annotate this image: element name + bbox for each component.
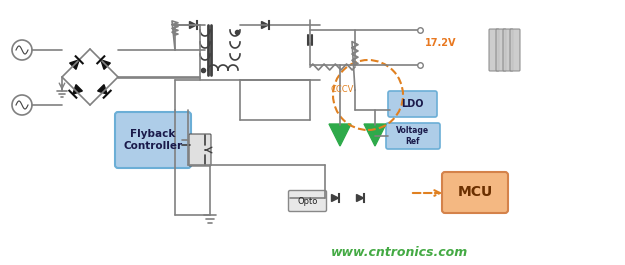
Polygon shape	[98, 85, 107, 94]
FancyBboxPatch shape	[510, 29, 520, 71]
Text: Flyback
Controller: Flyback Controller	[124, 129, 182, 151]
FancyBboxPatch shape	[388, 91, 437, 117]
FancyBboxPatch shape	[289, 191, 326, 211]
Polygon shape	[364, 124, 386, 146]
FancyBboxPatch shape	[189, 134, 211, 166]
Polygon shape	[189, 21, 196, 29]
FancyBboxPatch shape	[489, 29, 499, 71]
Text: Voltage
Ref: Voltage Ref	[396, 126, 429, 146]
Polygon shape	[356, 195, 364, 201]
Polygon shape	[261, 21, 269, 29]
Text: MCU: MCU	[458, 186, 492, 200]
Polygon shape	[69, 60, 79, 69]
Polygon shape	[73, 85, 82, 94]
Polygon shape	[331, 195, 339, 201]
Text: LDO: LDO	[401, 99, 424, 109]
Polygon shape	[329, 124, 351, 146]
FancyBboxPatch shape	[442, 172, 508, 213]
Polygon shape	[101, 60, 111, 69]
Text: Opto: Opto	[298, 197, 318, 205]
FancyBboxPatch shape	[115, 112, 191, 168]
Text: 17.2V: 17.2V	[425, 38, 456, 48]
Text: www.cntronics.com: www.cntronics.com	[331, 246, 469, 259]
Text: CCCV: CCCV	[331, 86, 354, 95]
FancyBboxPatch shape	[503, 29, 513, 71]
FancyBboxPatch shape	[496, 29, 506, 71]
FancyBboxPatch shape	[386, 123, 440, 149]
